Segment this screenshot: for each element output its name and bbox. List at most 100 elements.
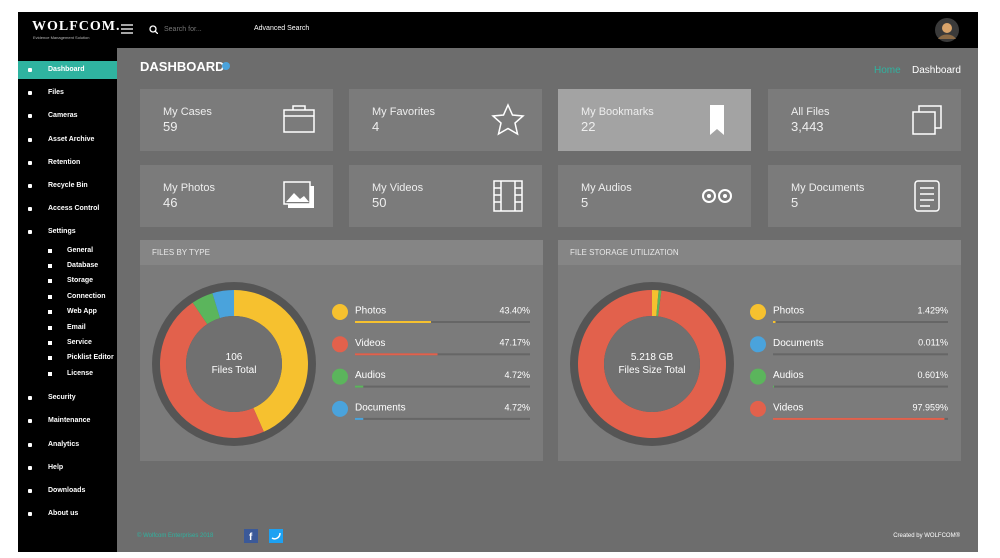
help-icon[interactable]: [222, 62, 230, 70]
sidebar-icon: [28, 230, 32, 235]
sidebar-subitem[interactable]: Email: [18, 319, 117, 337]
card-icon: [493, 180, 523, 212]
search-input[interactable]: Search for...: [164, 26, 202, 33]
sidebar-label: Security: [48, 394, 76, 402]
legend-dot: [750, 304, 766, 320]
progress-track: [773, 353, 948, 356]
donut-segment: [234, 290, 308, 432]
sidebar-item[interactable]: Recycle Bin: [18, 177, 117, 195]
center-value: 106: [226, 352, 243, 363]
stat-card[interactable]: My Favorites 4: [349, 89, 542, 151]
sidebar-subitem[interactable]: Connection: [18, 288, 117, 306]
card-icon: [491, 103, 525, 136]
sidebar-icon: [48, 325, 52, 330]
sidebar-item[interactable]: Help: [18, 459, 117, 477]
sidebar-label: Asset Archive: [48, 135, 95, 143]
card-label: My Cases: [163, 106, 212, 118]
center-label: Files Size Total: [618, 365, 685, 376]
social-icons[interactable]: f: [244, 529, 286, 543]
progress-bar: [355, 321, 431, 323]
legend-value: 0.011%: [918, 338, 948, 348]
stat-card[interactable]: My Photos 46: [140, 165, 333, 227]
sidebar-subitem[interactable]: Database: [18, 257, 117, 275]
donut-segment: [656, 290, 662, 317]
card-icon: [710, 105, 724, 135]
icon-shape: [914, 180, 940, 212]
icon-shape: [284, 105, 314, 117]
sidebar-label: General: [67, 246, 94, 254]
sidebar-icon: [28, 207, 32, 212]
stat-card[interactable]: My Videos 50: [349, 165, 542, 227]
progress-bar: [773, 321, 776, 323]
sidebar-label: Picklist Editor: [67, 354, 114, 362]
breadcrumb-home[interactable]: Home: [874, 65, 901, 76]
stat-card[interactable]: My Audios 5: [558, 165, 751, 227]
sidebar-icon: [28, 465, 32, 470]
chart-panel: FILE STORAGE UTILIZATION 5.218 GB Files Si…: [558, 240, 961, 461]
sidebar-item[interactable]: Cameras: [18, 107, 117, 125]
stat-card[interactable]: My Cases 59: [140, 89, 333, 151]
card-value: 3,443: [791, 119, 824, 134]
sidebar-item[interactable]: Asset Archive: [18, 131, 117, 149]
legend-value: 97.959%: [912, 402, 948, 412]
sidebar-item[interactable]: Access Control: [18, 200, 117, 218]
advanced-search[interactable]: Advanced Search: [254, 25, 310, 32]
sidebar-icon: [28, 489, 32, 493]
legend-value: 4.72%: [504, 402, 530, 412]
avatar[interactable]: [935, 18, 959, 42]
legend-label: Photos: [355, 306, 386, 317]
sidebar-subitem[interactable]: Web App: [18, 303, 117, 321]
sidebar-item[interactable]: Downloads: [18, 482, 117, 500]
sidebar-subitem[interactable]: General: [18, 242, 117, 260]
sidebar-icon: [28, 442, 32, 447]
sidebar-item[interactable]: Settings: [18, 223, 117, 241]
sidebar-icon: [48, 310, 52, 315]
sidebar-item[interactable]: Security: [18, 389, 117, 407]
icon-shape: [286, 193, 309, 202]
icon-shape: [491, 103, 525, 136]
panel-title: FILES BY TYPE: [140, 240, 543, 265]
stat-card[interactable]: My Bookmarks 22: [558, 89, 751, 151]
sidebar-icon: [48, 341, 52, 345]
legend-dot: [332, 368, 348, 385]
sidebar-label: Settings: [48, 228, 76, 236]
sidebar-subitem[interactable]: License: [18, 365, 117, 383]
card-label: My Videos: [372, 182, 424, 194]
search-icon: [149, 25, 158, 34]
card-label: My Bookmarks: [581, 106, 654, 118]
legend-value: 4.72%: [504, 370, 530, 380]
stat-card[interactable]: My Documents 5: [768, 165, 961, 227]
progress-track: [773, 385, 948, 388]
sidebar-subitem[interactable]: Picklist Editor: [18, 349, 117, 367]
sidebar-label: Connection: [67, 292, 106, 300]
sidebar-icon: [28, 91, 32, 96]
sidebar-subitem[interactable]: Storage: [18, 272, 117, 290]
icon-shape: [493, 180, 523, 212]
sidebar-icon: [28, 68, 32, 72]
donut-segment: [160, 302, 264, 438]
sidebar-item[interactable]: About us: [18, 505, 117, 523]
progress-track: [355, 321, 530, 323]
progress-bar: [355, 353, 438, 356]
donut-center: [604, 316, 700, 412]
legend-value: 1.429%: [917, 305, 948, 315]
sidebar-label: Database: [67, 262, 99, 269]
legend-dot: [332, 336, 348, 353]
stat-card[interactable]: All Files 3,443: [768, 89, 961, 151]
sidebar-item[interactable]: Analytics: [18, 436, 117, 454]
icon-shape: [918, 105, 942, 129]
sidebar-icon: [28, 137, 32, 142]
sidebar-item[interactable]: Retention: [18, 154, 117, 172]
sidebar-item[interactable]: Dashboard: [18, 61, 117, 79]
legend-label: Audios: [773, 370, 804, 381]
card-icon: [283, 181, 314, 208]
card-icon: [914, 180, 940, 212]
sidebar-item[interactable]: Files: [18, 84, 117, 102]
card-label: My Photos: [163, 182, 215, 194]
sidebar-item[interactable]: Maintenance: [18, 412, 117, 430]
sidebar-label: Cameras: [48, 112, 78, 120]
sidebar-icon: [48, 371, 52, 376]
sidebar-subitem[interactable]: Service: [18, 334, 117, 352]
menu-icon[interactable]: [121, 24, 133, 34]
